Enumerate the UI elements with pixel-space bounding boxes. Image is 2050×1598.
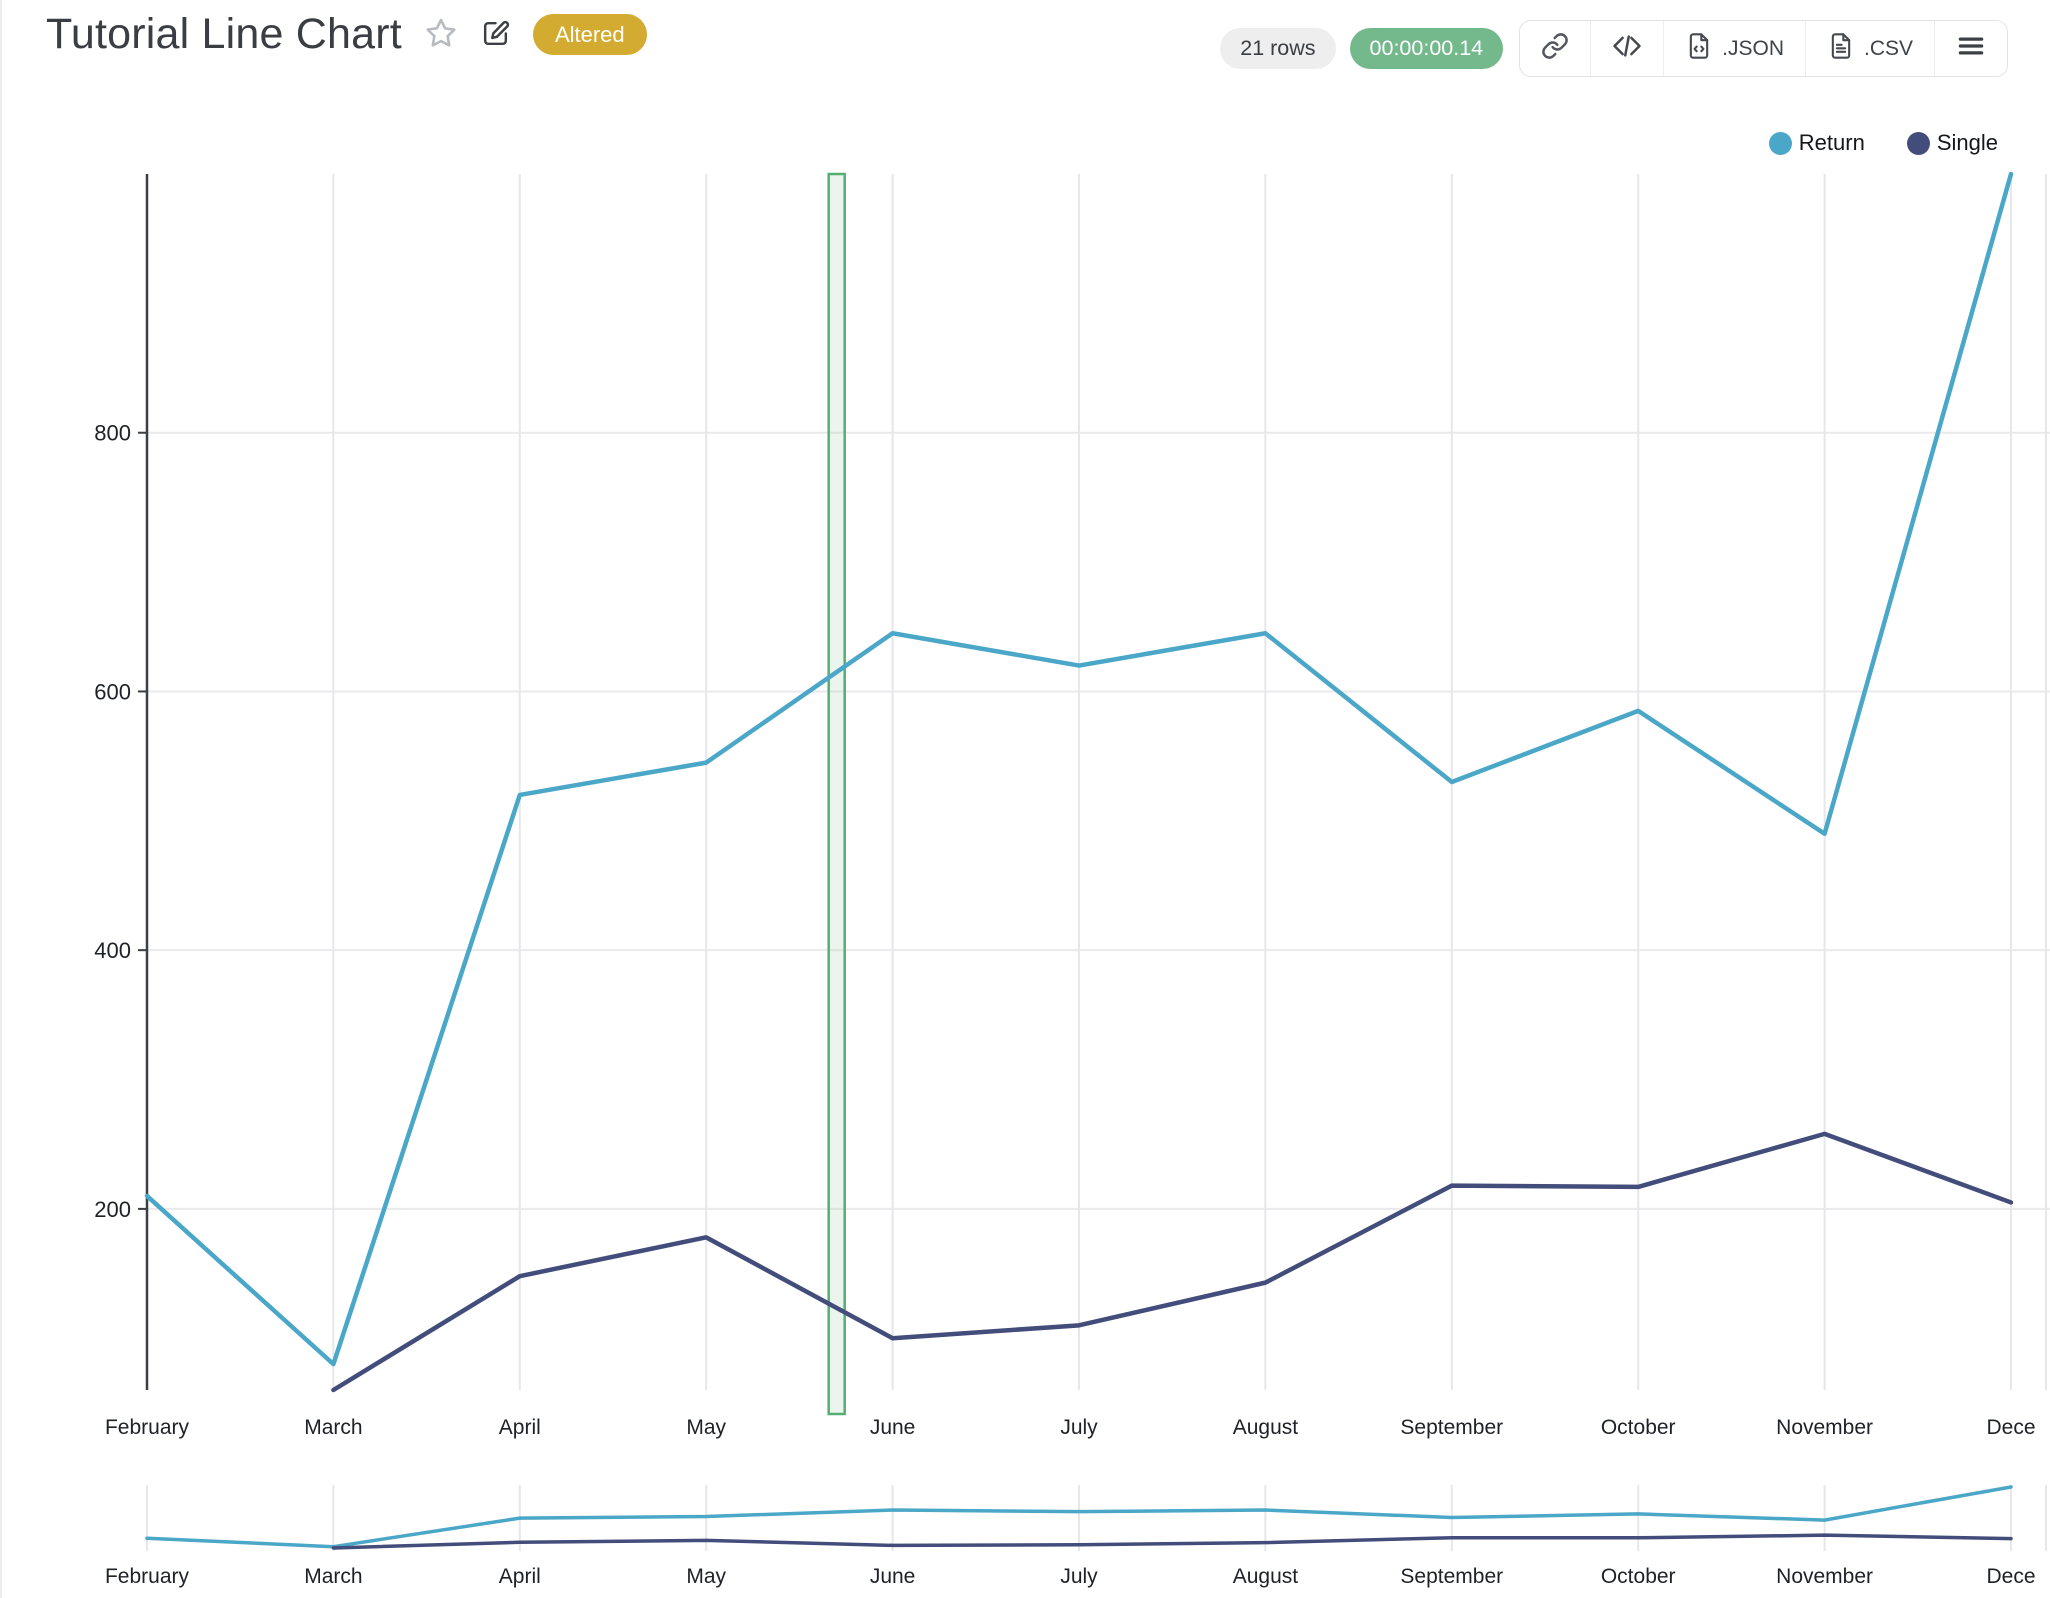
header-toolbar: 21 rows 00:00:00.14	[1220, 20, 2008, 77]
export-button-group: .JSON .CSV	[1519, 20, 2008, 77]
navigator-axis-label: July	[1060, 1565, 1098, 1588]
legend-label: Return	[1798, 130, 1865, 155]
navigator-axis-label: August	[1233, 1565, 1299, 1588]
header: Tutorial Line Chart Altered	[46, 10, 647, 59]
embed-code-button[interactable]	[1590, 21, 1664, 76]
page-title: Tutorial Line Chart	[46, 10, 402, 58]
x-axis-label: March	[304, 1416, 362, 1439]
edit-button[interactable]	[480, 18, 511, 52]
menu-button[interactable]	[1934, 21, 2007, 76]
y-axis-label: 600	[94, 679, 131, 704]
navigator-axis-label: March	[304, 1565, 362, 1588]
navigator-axis-label: May	[686, 1565, 726, 1588]
y-axis-label: 200	[94, 1197, 131, 1222]
altered-badge: Altered	[532, 14, 647, 55]
x-axis-label: October	[1601, 1416, 1676, 1439]
row-count-badge: 21 rows	[1220, 28, 1336, 69]
navigator-line-return	[145, 1485, 2013, 1549]
elapsed-time-badge: 00:00:00.14	[1349, 28, 1504, 69]
x-axis-label: November	[1776, 1416, 1873, 1439]
x-axis-label: April	[499, 1416, 541, 1439]
legend-label: Single	[1936, 130, 1998, 155]
legend-dot	[1906, 131, 1930, 155]
navigator-axis-label: Dece	[1986, 1565, 2035, 1588]
y-axis-label: 800	[94, 421, 131, 446]
star-icon	[424, 16, 458, 53]
navigator-axis-label: October	[1601, 1565, 1676, 1588]
navigator-axis-label: June	[870, 1565, 916, 1588]
legend-dot	[1768, 131, 1792, 155]
navigator-axis-label: April	[499, 1565, 541, 1588]
y-axis-label: 400	[94, 938, 131, 963]
legend-item-return[interactable]: Return	[1768, 130, 1865, 156]
series-line-single[interactable]	[331, 1131, 2014, 1393]
x-axis-label: Dece	[1986, 1416, 2035, 1439]
series-line-return[interactable]	[144, 171, 2014, 1367]
favorite-button[interactable]	[424, 16, 458, 53]
download-csv-button[interactable]: .CSV	[1804, 21, 1934, 76]
x-axis-label: July	[1060, 1416, 1098, 1439]
link-icon	[1541, 32, 1569, 66]
x-axis-label: June	[870, 1416, 916, 1439]
annotation-band[interactable]	[827, 172, 846, 1416]
x-axis-label: September	[1400, 1416, 1503, 1439]
navigator-axis-label: February	[105, 1565, 190, 1588]
x-axis-label: August	[1233, 1416, 1299, 1439]
copy-link-button[interactable]	[1520, 21, 1591, 76]
file-text-icon	[1827, 32, 1855, 66]
code-icon	[1612, 31, 1642, 67]
download-json-label: .JSON	[1722, 36, 1784, 60]
download-csv-label: .CSV	[1863, 36, 1913, 60]
download-json-button[interactable]: .JSON	[1663, 21, 1805, 76]
navigator-line-single	[331, 1533, 2013, 1550]
navigator-axis-label: November	[1776, 1565, 1873, 1588]
navigator-axis-label: September	[1400, 1565, 1503, 1588]
file-code-icon	[1685, 32, 1713, 66]
legend-item-single[interactable]: Single	[1906, 130, 1998, 156]
hamburger-icon	[1956, 31, 1986, 67]
chart-legend: Return Single	[1768, 130, 1998, 156]
x-axis-label: May	[686, 1416, 726, 1439]
x-axis-label: February	[105, 1416, 190, 1439]
pencil-square-icon	[480, 18, 511, 52]
